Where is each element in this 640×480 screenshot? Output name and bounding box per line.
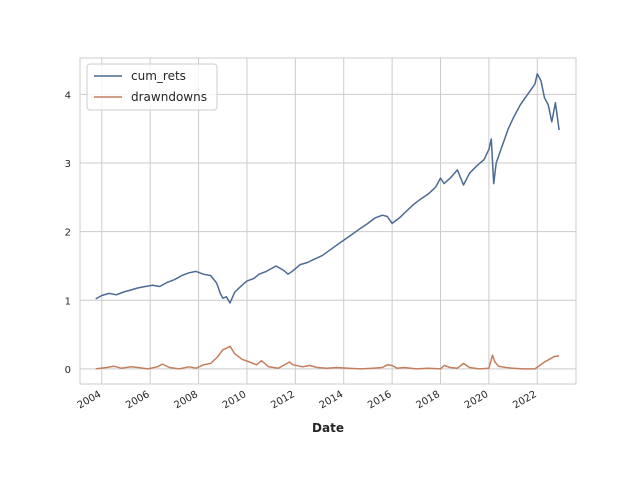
y-tick-label: 3 (65, 159, 71, 170)
legend-label-cum-rets: cum_rets (131, 69, 186, 83)
x-tick-label: 2020 (463, 389, 491, 411)
x-tick-label: 2008 (173, 389, 201, 411)
x-tick-label: 2018 (414, 389, 442, 411)
x-tick-label: 2022 (511, 389, 539, 411)
x-tick-label: 2014 (318, 389, 346, 411)
y-tick-label: 4 (65, 90, 71, 101)
x-axis-title: Date (312, 421, 344, 435)
series-layer (95, 73, 560, 370)
x-tick-label: 2016 (366, 389, 394, 411)
series-line-cum-rets (95, 73, 560, 304)
y-tick-label: 1 (65, 296, 71, 307)
x-tick-label: 2004 (76, 389, 104, 411)
x-tick-labels: 2004 2006 2008 2010 2012 2014 2016 2018 2020 2022 (76, 389, 539, 411)
gridlines (80, 58, 576, 384)
y-tick-labels: 0 1 2 3 4 (65, 90, 71, 376)
series-line-drawndowns (95, 345, 560, 370)
y-tick-label: 2 (65, 228, 71, 239)
plot-frame (79, 57, 577, 385)
y-tick-label: 0 (65, 365, 71, 376)
legend-label-drawndowns: drawndowns (131, 90, 207, 104)
x-tick-label: 2010 (221, 389, 249, 411)
x-tick-label: 2012 (269, 389, 297, 411)
x-tick-label: 2006 (124, 389, 152, 411)
plot-area (80, 58, 576, 384)
legend: cum_rets drawndowns (86, 63, 218, 111)
